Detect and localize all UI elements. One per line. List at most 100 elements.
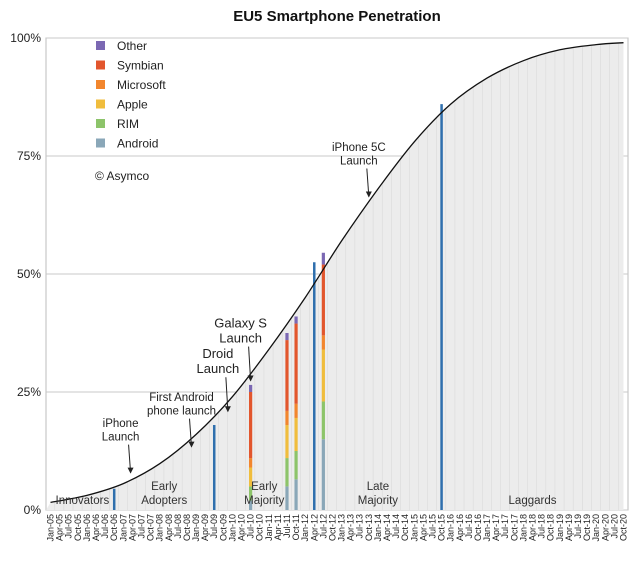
adoption-curve: [50, 42, 624, 504]
annotation-arrowhead: [247, 375, 254, 382]
legend-swatch-microsoft: [96, 80, 105, 89]
annotation-text: phone launch: [147, 406, 216, 418]
annotation-arrow: [225, 377, 229, 412]
x-tick-label: Apr-06: [91, 514, 101, 541]
y-tick-label: 0%: [24, 503, 42, 517]
annotation-text: First Android: [149, 392, 214, 404]
legend-swatch-other: [96, 41, 105, 50]
bar-segment-rim: [249, 486, 253, 501]
segment-label: Laggards: [509, 495, 557, 507]
x-tick-label: Jul-16: [464, 514, 474, 539]
bar-segment-apple: [249, 467, 253, 487]
x-tick-label: Jul-17: [500, 514, 510, 539]
x-tick-label: Jul-13: [355, 514, 365, 539]
segment-label: Late: [367, 481, 389, 493]
x-tick-label: Oct-15: [437, 514, 447, 541]
x-tick-label: Jul-07: [136, 514, 146, 539]
x-tick-label: Apr-10: [237, 514, 247, 541]
x-tick-label: Oct-11: [291, 514, 301, 540]
bar-segment-rim: [294, 451, 298, 480]
x-tick-label: Oct-16: [473, 514, 483, 541]
x-tick-label: Apr-08: [164, 514, 174, 541]
bar-segment-other: [285, 333, 289, 341]
x-tick-label: Jul-08: [173, 514, 183, 539]
legend-swatch-android: [96, 138, 105, 148]
annotation-text: Launch: [340, 155, 378, 167]
legend-label: RIM: [117, 117, 139, 131]
annotation-text: Launch: [102, 432, 140, 444]
bar-segment-other: [294, 316, 298, 324]
x-tick-label: Jul-05: [64, 514, 74, 539]
bar-segment-rim: [321, 401, 325, 440]
bar-segment-microsoft: [294, 403, 298, 418]
bar-segment-other: [249, 384, 253, 392]
bar-segment-symbian: [285, 340, 289, 411]
x-tick-label: Apr-20: [600, 514, 610, 541]
x-tick-label: Jan-20: [591, 514, 601, 542]
x-tick-label: Jul-09: [209, 514, 219, 539]
x-tick-label: Jan-07: [118, 514, 128, 542]
segment-label: Majority: [358, 495, 399, 507]
segment-label: Early: [151, 481, 177, 493]
area-fill: [50, 42, 624, 510]
x-tick-label: Jul-11: [282, 514, 292, 538]
annotation-arrowhead: [365, 191, 372, 198]
x-tick-label: Oct-18: [546, 514, 556, 541]
legend-swatch-symbian: [96, 60, 105, 70]
x-tick-label: Jan-08: [155, 514, 165, 542]
x-tick-label: Apr-11: [273, 514, 283, 540]
annotation-text: Galaxy S: [214, 316, 267, 331]
x-tick-label: Jan-15: [409, 514, 419, 542]
x-tick-label: Apr-18: [528, 514, 538, 541]
x-tick-label: Jan-06: [82, 514, 92, 542]
bar-segment-apple: [321, 349, 325, 402]
x-tick-label: Apr-09: [200, 514, 210, 541]
x-tick-label: Oct-13: [364, 514, 374, 541]
x-tick-label: Jan-12: [300, 514, 310, 542]
legend-label: Symbian: [117, 59, 164, 73]
x-tick-label: Apr-05: [55, 514, 65, 541]
x-tick-label: Oct-08: [182, 514, 192, 541]
x-tick-label: Oct-19: [582, 514, 592, 541]
x-tick-label: Jul-10: [246, 514, 256, 539]
legend-swatch-rim: [96, 119, 105, 128]
y-tick-label: 75%: [17, 149, 41, 163]
annotation-text: Launch: [219, 331, 262, 346]
bar-segment-symbian: [249, 392, 253, 459]
annotation-arrowhead: [127, 467, 134, 474]
x-tick-label: Jan-16: [446, 514, 456, 542]
x-tick-label: Apr-15: [418, 514, 428, 541]
x-tick-label: Oct-17: [509, 514, 519, 541]
y-tick-label: 50%: [17, 267, 41, 281]
legend-label: Other: [117, 39, 147, 53]
bar-segment-apple: [294, 417, 298, 451]
bar-segment-rim: [285, 458, 289, 487]
x-tick-label: Oct-06: [109, 514, 119, 541]
annotation-arrowhead: [224, 406, 231, 413]
bar-segment-symbian: [294, 323, 298, 404]
annotation-arrowhead: [188, 441, 195, 448]
bar-segment-other: [321, 252, 325, 265]
x-tick-label: Apr-07: [127, 514, 137, 541]
segment-label: Early: [251, 481, 277, 493]
legend-swatch-apple: [96, 99, 105, 109]
x-tick-label: Apr-12: [309, 514, 319, 541]
bar-segment-symbian: [321, 264, 325, 336]
bar-segment-android: [321, 439, 325, 510]
x-tick-label: Oct-07: [146, 514, 156, 541]
annotation-text: Launch: [197, 361, 240, 376]
x-tick-label: Jan-17: [482, 514, 492, 542]
x-tick-label: Jan-18: [518, 514, 528, 542]
x-tick-label: Oct-05: [73, 514, 83, 541]
bar-segment-apple: [285, 425, 289, 459]
x-tick-label: Oct-20: [618, 514, 628, 541]
annotation-arrow: [248, 346, 252, 381]
bar-segment-microsoft: [249, 458, 253, 468]
x-tick-label: Jan-13: [337, 514, 347, 542]
x-tick-label: Apr-16: [455, 514, 465, 541]
x-tick-label: Jul-15: [427, 514, 437, 539]
x-tick-label: Oct-14: [400, 514, 410, 541]
chart-title: EU5 Smartphone Penetration: [233, 8, 441, 25]
x-tick-label: Jan-11: [264, 514, 274, 541]
